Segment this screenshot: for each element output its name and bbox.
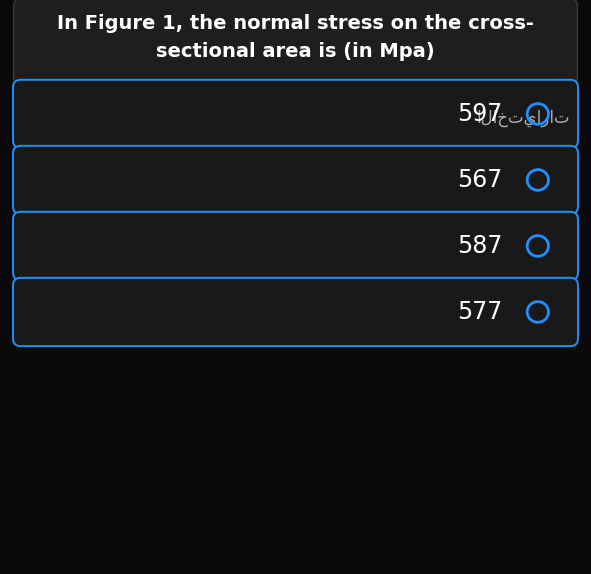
FancyBboxPatch shape [14,0,577,84]
Text: 577: 577 [457,300,502,324]
FancyBboxPatch shape [13,212,578,280]
Text: 597: 597 [457,102,502,126]
Text: 567: 567 [457,168,502,192]
Text: In Figure 1, the normal stress on the cross-: In Figure 1, the normal stress on the cr… [57,14,534,33]
Text: sectional area is (in Mpa): sectional area is (in Mpa) [156,42,435,61]
Text: 587: 587 [457,234,502,258]
FancyBboxPatch shape [13,80,578,148]
FancyBboxPatch shape [13,278,578,346]
Text: الاختيارات: الاختيارات [477,108,570,127]
FancyBboxPatch shape [13,146,578,214]
